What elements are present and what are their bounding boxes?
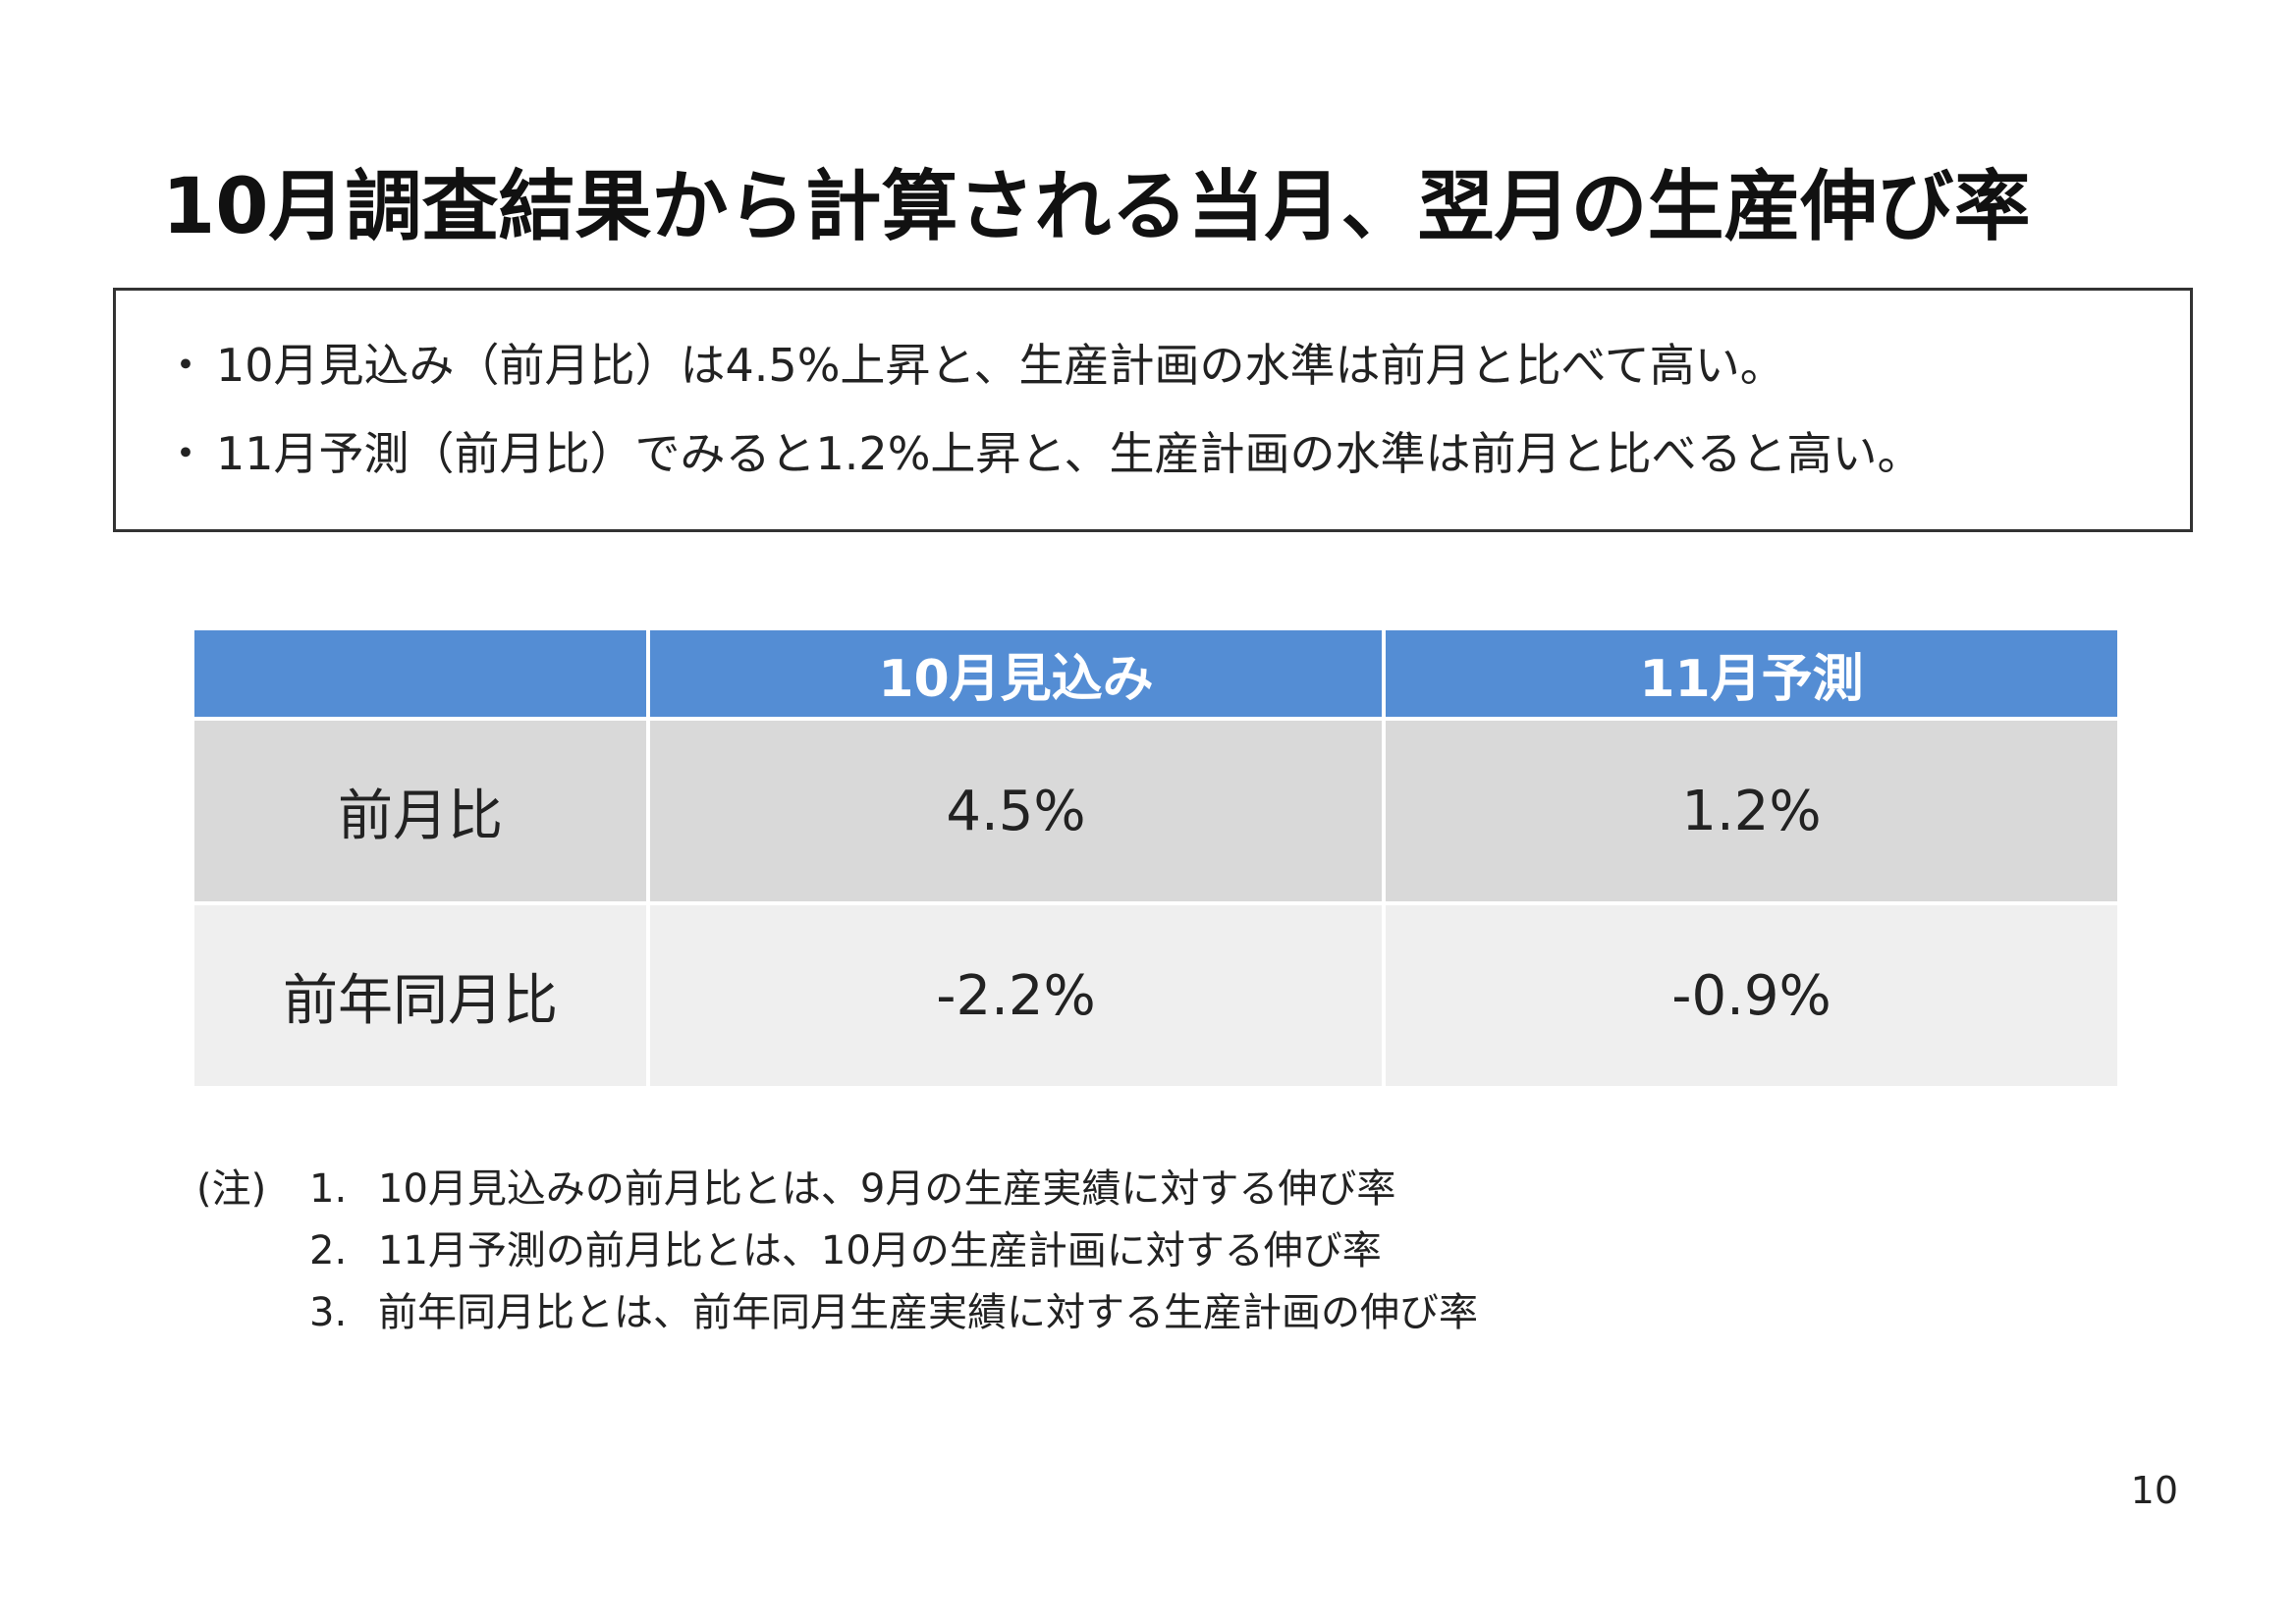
note-item: 3. 前年同月比とは、前年同月生産実績に対する生産計画の伸び率 xyxy=(196,1282,1478,1344)
row-label: 前月比 xyxy=(194,721,646,901)
bullet-dot: ・ xyxy=(163,427,208,480)
table-cell: 1.2% xyxy=(1386,721,2117,901)
table-header-cell: 11月予測 xyxy=(1386,630,2117,717)
table-header-row: 10月見込み 11月予測 xyxy=(194,630,2117,717)
note-text: 前年同月比とは、前年同月生産実績に対する生産計画の伸び率 xyxy=(378,1290,1478,1335)
table-cell: -2.2% xyxy=(650,905,1382,1086)
note-number: 3. xyxy=(309,1290,348,1335)
table-row: 前年同月比 -2.2% -0.9% xyxy=(194,905,2117,1086)
growth-rate-table: 10月見込み 11月予測 前月比 4.5% 1.2% 前年同月比 -2.2% -… xyxy=(191,626,2121,1090)
page-title: 10月調査結果から計算される当月、翌月の生産伸び率 xyxy=(162,163,2031,251)
note-text: 10月見込みの前月比とは、9月の生産実績に対する伸び率 xyxy=(378,1166,1396,1212)
summary-box: ・ 10月見込み（前月比）は4.5%上昇と、生産計画の水準は前月と比べて高い。 ・… xyxy=(113,288,2193,532)
notes-prefix: (注) xyxy=(196,1166,267,1212)
table-header-cell xyxy=(194,630,646,717)
summary-text: 11月予測（前月比）でみると1.2%上昇と、生産計画の水準は前月と比べると高い。 xyxy=(216,427,1923,480)
note-item: (注) 1. 10月見込みの前月比とは、9月の生産実績に対する伸び率 xyxy=(196,1159,1478,1220)
table-header-cell: 10月見込み xyxy=(650,630,1382,717)
note-number: 1. xyxy=(309,1166,348,1212)
note-number: 2. xyxy=(309,1228,348,1273)
summary-bullet: ・ 10月見込み（前月比）は4.5%上昇と、生産計画の水準は前月と比べて高い。 xyxy=(163,330,1785,395)
table-cell: 4.5% xyxy=(650,721,1382,901)
table-cell: -0.9% xyxy=(1386,905,2117,1086)
notes: (注) 1. 10月見込みの前月比とは、9月の生産実績に対する伸び率 2. 11月予測… xyxy=(196,1159,1478,1344)
row-label: 前年同月比 xyxy=(194,905,646,1086)
summary-text: 10月見込み（前月比）は4.5%上昇と、生産計画の水準は前月と比べて高い。 xyxy=(216,339,1785,392)
bullet-dot: ・ xyxy=(163,339,208,392)
table-row: 前月比 4.5% 1.2% xyxy=(194,721,2117,901)
note-text: 11月予測の前月比とは、10月の生産計画に対する伸び率 xyxy=(378,1228,1382,1273)
note-item: 2. 11月予測の前月比とは、10月の生産計画に対する伸び率 xyxy=(196,1220,1478,1282)
page-number: 10 xyxy=(2130,1469,2178,1512)
summary-bullet: ・ 11月予測（前月比）でみると1.2%上昇と、生産計画の水準は前月と比べると高い… xyxy=(163,418,1923,483)
